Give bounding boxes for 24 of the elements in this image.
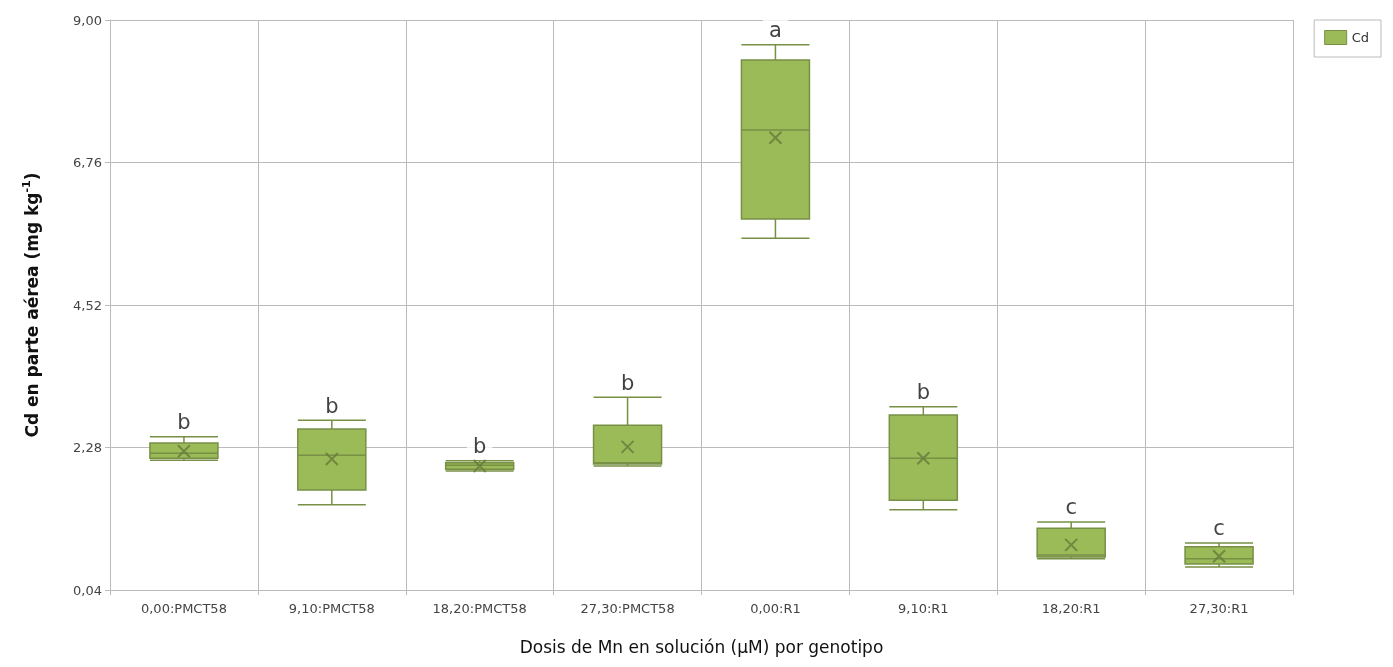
x-tick-label: 9,10:R1 bbox=[897, 601, 949, 616]
y-tick-label: 4,52 bbox=[73, 297, 102, 313]
x-tick-label: 27,30:R1 bbox=[1189, 601, 1249, 616]
x-tick-label: 27,30:PMCT58 bbox=[580, 601, 675, 616]
y-tick-label: 2,28 bbox=[73, 440, 102, 455]
annotation: b bbox=[473, 434, 487, 459]
x-tick-label: 0,00:PMCT58 bbox=[140, 601, 227, 616]
annotation: b bbox=[325, 393, 339, 418]
x-tick-label: 0,00:R1 bbox=[750, 601, 801, 616]
x-tick-label: 18,20:R1 bbox=[1041, 601, 1101, 616]
y-axis-title: Cd en parte aérea (mg kg-1) bbox=[20, 172, 42, 438]
y-tick-label: 9,00 bbox=[73, 12, 102, 28]
x-tick-label: 9,10:PMCT58 bbox=[288, 601, 375, 616]
annotation: b bbox=[916, 380, 930, 405]
y-tick-label: 6,76 bbox=[73, 155, 102, 170]
y-tick-label: 0,04 bbox=[73, 582, 102, 598]
annotation: a bbox=[769, 18, 782, 43]
x-tick-label: 18,20:PMCT58 bbox=[432, 601, 527, 616]
annotation: b bbox=[177, 410, 191, 435]
annotation: b bbox=[620, 370, 635, 395]
annotation: c bbox=[1065, 495, 1077, 520]
x-axis-title: Dosis de Mn en solución (µM) por genotipo bbox=[519, 636, 884, 657]
legend-label: Cd bbox=[1351, 30, 1370, 45]
annotation: c bbox=[1213, 516, 1225, 541]
